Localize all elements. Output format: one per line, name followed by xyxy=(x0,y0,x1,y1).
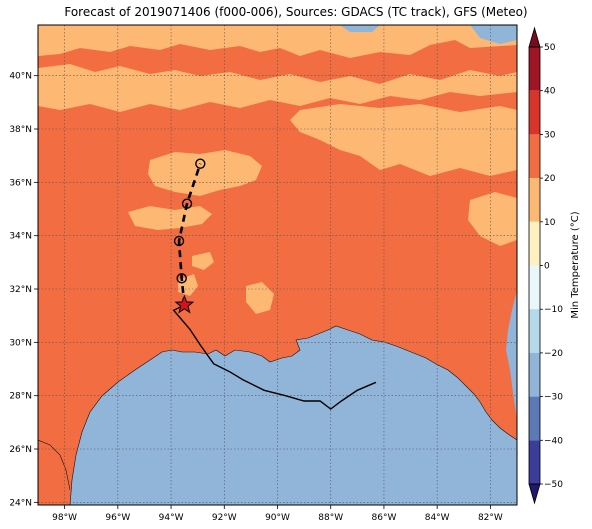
lon-tick-label: 82°W xyxy=(478,513,503,523)
temperature-patch xyxy=(290,104,517,176)
colorbar-segment xyxy=(529,221,540,266)
forecast-track-line xyxy=(177,163,202,306)
colorbar-tick-label: 20 xyxy=(544,174,556,184)
open-circle-icon xyxy=(173,235,185,247)
temperature-patch xyxy=(128,206,212,230)
colorbar-tick-label: 40 xyxy=(544,87,556,97)
louisiana-coast xyxy=(171,329,329,363)
texas-coast xyxy=(69,349,173,505)
lat-tick-label: 26°N xyxy=(9,445,32,455)
gulf-of-mexico-ocean xyxy=(70,326,517,505)
colorbar-tick-label: −30 xyxy=(544,393,563,403)
lat-tick-label: 34°N xyxy=(9,232,32,242)
lon-tick-label: 98°W xyxy=(52,513,77,523)
lon-tick-label: 92°W xyxy=(212,513,237,523)
colorbar-tick-label: −40 xyxy=(544,436,563,446)
temperature-patch xyxy=(60,28,140,46)
florida-coast xyxy=(327,325,517,441)
lat-tick-label: 36°N xyxy=(9,178,32,188)
lon-tick-label: 90°W xyxy=(265,513,290,523)
red-star-icon xyxy=(174,294,195,314)
lon-tick-label: 94°W xyxy=(159,513,184,523)
colorbar-segment xyxy=(529,134,540,179)
temperature-patch xyxy=(246,282,274,314)
colorbar: 50 40 30 20 10 0 −10 −20 −30 −40 −50 xyxy=(528,26,563,505)
colorbar-segment xyxy=(529,396,540,441)
lat-tick-label: 30°N xyxy=(9,338,32,348)
colorbar-tick-label: 30 xyxy=(544,130,556,140)
colorbar-segment xyxy=(529,440,540,484)
open-circle-icon xyxy=(195,158,206,169)
colorbar-label: Min Temperature (°C) xyxy=(570,211,581,318)
colorbar-tick-label: −20 xyxy=(544,349,563,359)
lon-tick-label: 96°W xyxy=(105,513,130,523)
colorbar-tick-label: 10 xyxy=(544,218,556,228)
past-track-line xyxy=(172,304,377,410)
colorbar-tick-label: −50 xyxy=(544,480,563,490)
lon-tick-label: 84°W xyxy=(425,513,450,523)
temperature-patch xyxy=(360,28,420,42)
longitude-axis: 98°W 96°W 94°W 92°W 90°W 88°W 86°W 84°W 82°W xyxy=(52,505,503,523)
colorbar-segment xyxy=(529,90,540,135)
colorbar-tick-label: 0 xyxy=(544,262,550,272)
colorbar-extend-bottom xyxy=(528,483,541,505)
colorbar-segment xyxy=(529,265,540,310)
graticule xyxy=(38,25,517,505)
great-lakes-water xyxy=(340,25,380,32)
lat-tick-label: 24°N xyxy=(9,498,32,508)
lat-tick-label: 28°N xyxy=(9,392,32,402)
lat-tick-label: 32°N xyxy=(9,285,32,295)
temperature-patch xyxy=(148,150,262,196)
lat-tick-label: 38°N xyxy=(9,125,32,135)
colorbar-segment xyxy=(529,47,540,91)
colorbar-extend-top xyxy=(528,26,541,48)
open-circle-icon xyxy=(176,273,187,284)
figure-title: Forecast of 2019071406 (f000-006), Sourc… xyxy=(64,5,528,19)
atlantic-ocean xyxy=(506,290,517,420)
lat-tick-label: 40°N xyxy=(9,72,32,82)
temperature-patch xyxy=(192,252,214,270)
open-circle-icon xyxy=(181,198,193,209)
lon-tick-label: 88°W xyxy=(318,513,343,523)
colorbar-segment xyxy=(529,309,540,353)
lon-tick-label: 86°W xyxy=(372,513,397,523)
mexico-border xyxy=(38,439,71,491)
great-lakes-water xyxy=(470,25,517,44)
colorbar-tick-label: −10 xyxy=(544,305,563,315)
colorbar-tick-label: 50 xyxy=(544,43,556,53)
cyclone-track xyxy=(172,158,377,410)
colorbar-segment xyxy=(529,352,540,397)
latitude-axis: 24°N 26°N 28°N 30°N 32°N 34°N 36°N 38°N 40°N xyxy=(9,72,38,508)
temperature-patch xyxy=(468,192,517,246)
colorbar-segment xyxy=(529,178,540,222)
